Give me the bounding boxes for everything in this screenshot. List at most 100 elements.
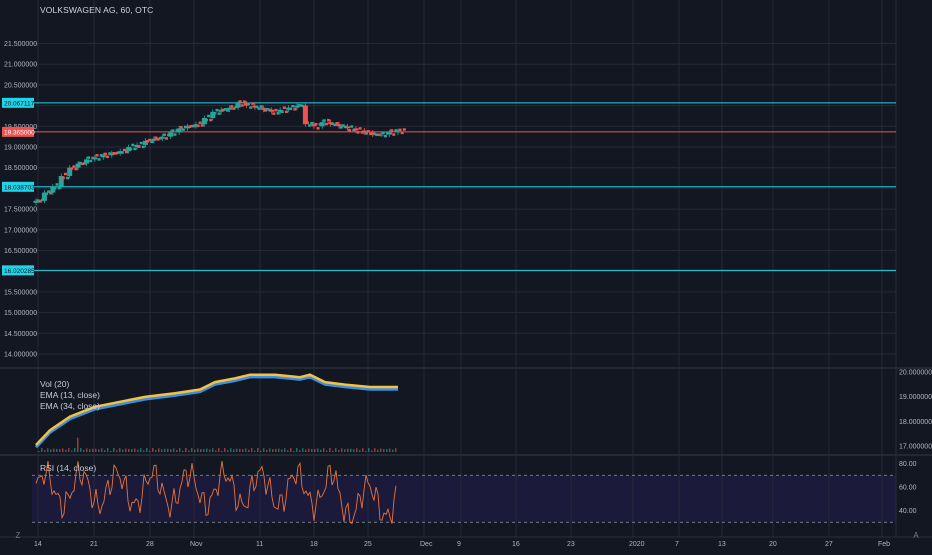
price-tick-label: 14.000000	[4, 352, 37, 359]
level-label: 16.020285	[4, 268, 35, 275]
volume-bar	[353, 449, 355, 452]
level-label: 18.038703	[4, 184, 35, 191]
candle-body	[96, 154, 99, 156]
candle-body	[160, 137, 165, 139]
volume-bar	[173, 448, 175, 452]
rsi-band-fill	[32, 475, 896, 522]
candle-body	[272, 112, 275, 114]
volume-bar	[245, 448, 247, 452]
volume-bar	[212, 448, 214, 452]
volume-bar	[137, 450, 139, 452]
volume-bar	[377, 450, 379, 452]
volume-bar	[158, 448, 160, 452]
candle-body	[367, 130, 370, 132]
candle-body	[289, 108, 292, 110]
candle-body	[251, 102, 254, 104]
time-tick-label: 14	[34, 541, 42, 548]
candle-body	[56, 183, 59, 185]
candle-body	[72, 165, 75, 167]
volume-bar	[221, 451, 223, 452]
candle-body	[401, 132, 404, 134]
volume-bar	[254, 451, 256, 452]
volume-bar	[323, 448, 325, 452]
candle-body	[197, 125, 200, 127]
time-tick-label: 20	[769, 541, 777, 548]
volume-bar	[92, 449, 94, 452]
volume-bar	[89, 449, 91, 452]
volume-bar	[200, 449, 202, 452]
time-tick-label: Dec	[420, 541, 433, 548]
time-tick-label: Nov	[190, 541, 203, 548]
candle-body	[205, 119, 208, 121]
volume-bar	[215, 450, 217, 452]
time-tick-label: 2020	[629, 541, 645, 548]
volume-bar	[218, 448, 220, 452]
volume-bar	[362, 448, 364, 452]
volume-bar	[170, 449, 172, 452]
time-tick-label: 7	[675, 541, 679, 548]
volume-bar	[302, 448, 304, 452]
candle-body	[335, 122, 338, 124]
candle-body	[151, 139, 156, 141]
volume-bar	[347, 449, 349, 452]
candle-body	[327, 119, 330, 121]
candle-body	[64, 173, 67, 175]
price-tick-label: 21.500000	[4, 41, 37, 48]
volume-bar	[281, 449, 283, 452]
volume-bar	[395, 448, 397, 452]
candle-body	[274, 109, 277, 111]
price-tick-label: 17.500000	[4, 207, 37, 214]
candle-body	[348, 129, 351, 131]
volume-bar	[266, 450, 268, 452]
time-tick-label: 16	[512, 541, 520, 548]
volume-bar	[287, 450, 289, 452]
volume-bar	[389, 449, 391, 452]
volume-bar	[365, 451, 367, 452]
candle-body	[310, 122, 313, 124]
volume-bar	[269, 448, 271, 452]
volume-bar	[317, 448, 319, 452]
candle-body	[101, 155, 106, 157]
candle-body	[230, 105, 233, 107]
volume-bar	[179, 448, 181, 452]
candle-body	[207, 115, 210, 117]
auto-scale-icon[interactable]: A	[910, 529, 922, 541]
timezone-icon[interactable]: Z	[12, 529, 24, 541]
candle-body	[325, 123, 328, 125]
volume-bar	[230, 448, 232, 452]
candle-body	[199, 122, 202, 124]
volume-bar	[68, 448, 70, 452]
volume-bar	[101, 448, 103, 452]
candle-body	[359, 127, 362, 129]
level-label: 20.067117	[4, 100, 35, 107]
candle-body	[241, 104, 244, 106]
volume-bar	[197, 448, 199, 452]
candle-body	[87, 156, 90, 158]
candle-body	[390, 129, 393, 131]
candle-body	[293, 108, 296, 110]
candle-body	[66, 177, 69, 179]
last-price-label: 19.365000	[4, 129, 35, 136]
volume-bar	[224, 448, 226, 452]
volume-bar	[371, 450, 373, 452]
volume-bar	[146, 448, 148, 452]
volume-bar	[341, 448, 343, 452]
volume-bar	[290, 448, 292, 452]
candle-body	[384, 135, 387, 137]
candle-body	[182, 128, 185, 130]
time-tick-label: 27	[825, 541, 833, 548]
volume-bar	[242, 449, 244, 452]
volume-bar	[116, 450, 118, 452]
volume-bar	[65, 450, 67, 452]
volume-bar	[167, 449, 169, 452]
candle-body	[171, 129, 174, 131]
candle-body	[125, 151, 128, 153]
volume-bar	[188, 450, 190, 452]
candle-body	[129, 148, 132, 150]
price-tick-label: 14.500000	[4, 331, 37, 338]
volume-bar	[128, 449, 130, 452]
volume-bar	[161, 449, 163, 452]
volume-bar	[140, 448, 142, 452]
candle-body	[258, 107, 261, 109]
